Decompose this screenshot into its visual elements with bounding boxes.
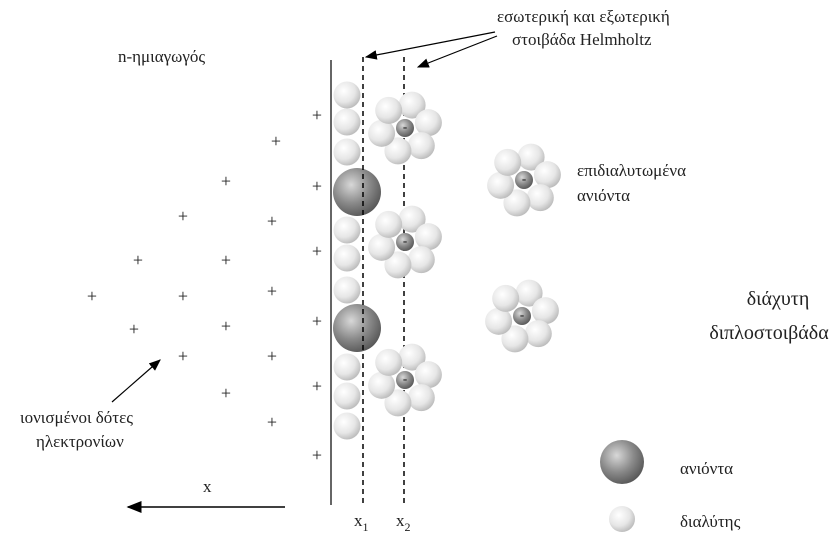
solvent-molecule — [334, 82, 361, 109]
positive-charge: + — [221, 316, 231, 336]
solvent-molecule — [375, 211, 402, 238]
arrow — [418, 36, 497, 67]
solvent-molecule — [408, 132, 435, 159]
diffuse-layer-label: διπλοστοιβάδα — [709, 322, 829, 344]
negative-charge: - — [403, 119, 407, 134]
positive-charge: + — [312, 105, 322, 125]
solvated-anions-label: ανιόντα — [577, 186, 630, 205]
plane-subscript: 2 — [405, 520, 411, 534]
solvent-molecule — [492, 285, 519, 312]
arrow — [112, 360, 160, 402]
solvent-molecule — [375, 349, 402, 376]
solvent-molecule — [334, 383, 361, 410]
negative-charge: - — [403, 233, 407, 248]
positive-charge: + — [178, 346, 188, 366]
solvent-molecule — [525, 320, 552, 347]
diffuse-layer-label: διάχυτη — [747, 288, 810, 310]
solvent-molecule — [368, 372, 395, 399]
solvent-molecule — [334, 109, 361, 136]
helmholtz-label: στοιβάδα Helmholtz — [512, 30, 652, 49]
solvent-molecule — [334, 413, 361, 440]
ionized-donors-label: ηλεκτρονίων — [36, 432, 124, 451]
positive-charge: + — [312, 376, 322, 396]
solvent-molecule — [415, 109, 442, 136]
x-axis-label: x — [203, 477, 212, 496]
solvent-molecule — [494, 149, 521, 176]
plane-1-label: x1 — [354, 511, 369, 534]
solvent-molecule — [487, 172, 514, 199]
solvent-molecule — [334, 277, 361, 304]
positive-charge: + — [178, 286, 188, 306]
positive-charge: + — [267, 211, 277, 231]
positive-charge: + — [133, 250, 143, 270]
solvent-molecule — [334, 245, 361, 272]
positive-charge: + — [87, 286, 97, 306]
solvent-molecule — [408, 246, 435, 273]
positive-charge: + — [267, 412, 277, 432]
positive-charge: + — [178, 206, 188, 226]
solvent-molecule — [415, 223, 442, 250]
solvent-molecule — [534, 161, 561, 188]
solvent-molecule — [485, 308, 512, 335]
positive-charge: + — [312, 241, 322, 261]
solvent-molecule — [375, 97, 402, 124]
plane-subscript: 1 — [363, 520, 369, 534]
title: n-ημιαγωγός — [118, 47, 205, 66]
solvent-molecule — [532, 297, 559, 324]
legend-solvent-icon — [609, 506, 635, 532]
positive-charge: + — [271, 131, 281, 151]
positive-charge: + — [267, 346, 277, 366]
positive-charge: + — [129, 319, 139, 339]
legend-label: ανιόντα — [680, 459, 733, 478]
solvent-molecule — [334, 354, 361, 381]
solvent-molecule — [415, 361, 442, 388]
positive-charge: + — [267, 281, 277, 301]
solvent-molecule — [334, 139, 361, 166]
solvent-molecule — [527, 184, 554, 211]
solvent-molecule — [408, 384, 435, 411]
positive-charge: + — [221, 250, 231, 270]
diagram: n-ημιαγωγός εσωτερική και εξωτερική στοι… — [0, 0, 839, 535]
solvent-molecule — [334, 217, 361, 244]
solvent-molecule — [368, 120, 395, 147]
negative-charge: - — [520, 307, 524, 322]
negative-charge: - — [522, 171, 526, 186]
positive-charge: + — [312, 445, 322, 465]
adsorbed-anion — [333, 168, 381, 216]
helmholtz-label: εσωτερική και εξωτερική — [497, 7, 670, 26]
ionized-donors-label: ιονισμένοι δότες — [20, 408, 133, 427]
positive-charge: + — [221, 383, 231, 403]
solvent-molecule — [368, 234, 395, 261]
legend-anion-icon — [600, 440, 644, 484]
negative-charge: - — [403, 371, 407, 386]
positive-charge: + — [312, 311, 322, 331]
adsorbed-anion — [333, 304, 381, 352]
plane-2-label: x2 — [396, 511, 411, 534]
solvated-anions-label: επιδιαλυτωμένα — [577, 161, 686, 180]
positive-charge: + — [221, 171, 231, 191]
positive-charge: + — [312, 176, 322, 196]
legend-label: διαλύτης — [680, 512, 741, 531]
